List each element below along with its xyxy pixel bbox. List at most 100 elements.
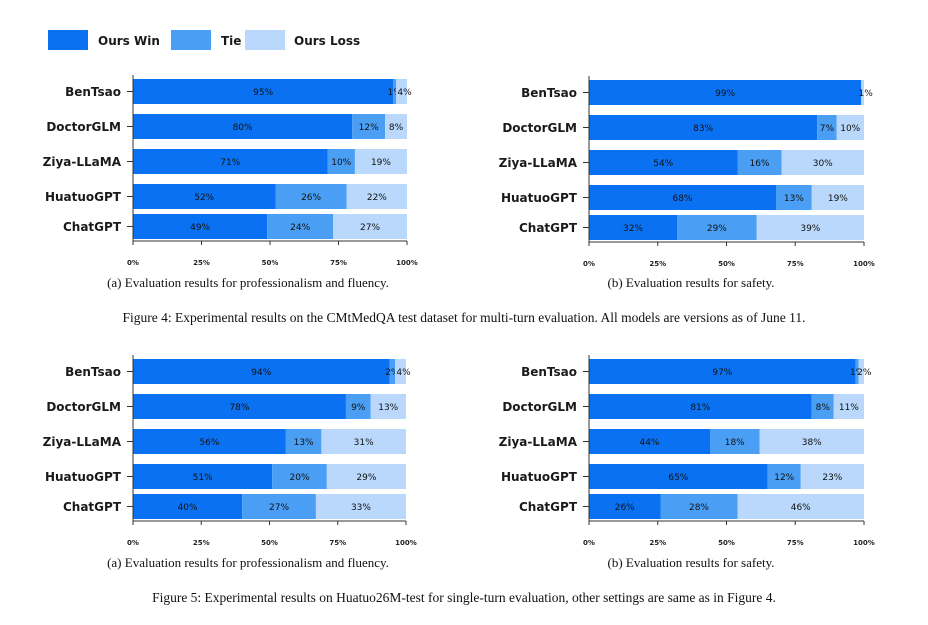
data-label-tie-huatuogpt: 13% [784,194,804,204]
category-label-bentsao: BenTsao [65,85,121,99]
bar-tie-huatuogpt [767,464,801,489]
figure-5-caption: Figure 5: Experimental results on Huatuo… [152,590,776,605]
bar-tie-ziya-llama [285,429,322,454]
data-label-win-doctorglm: 83% [693,124,713,134]
data-label-loss-chatgpt: 46% [791,503,811,513]
category-label-chatgpt: ChatGPT [519,500,578,514]
bar-loss-huatuogpt [346,184,407,209]
bar-tie-chatgpt [660,494,738,519]
x-tick-label: 50% [718,539,735,547]
data-label-tie-ziya-llama: 13% [294,438,314,448]
data-label-tie-doctorglm: 9% [351,403,366,413]
bar-win-huatuogpt [589,464,768,489]
bar-win-ziya-llama [133,429,286,454]
data-label-tie-ziya-llama: 18% [725,438,745,448]
bar-tie-doctorglm [345,394,371,419]
x-tick-label: 100% [396,259,418,267]
data-label-win-bentsao: 97% [712,368,732,378]
bar-win-bentsao [589,80,862,105]
x-tick-label: 25% [649,260,666,268]
data-label-win-doctorglm: 81% [690,403,710,413]
legend: Ours Win Tie Ours Loss [48,30,360,50]
data-label-win-bentsao: 99% [715,89,735,99]
data-label-win-huatuogpt: 65% [668,473,688,483]
chart-2: 99% 1% BenTsao 83% 7% 10% DoctorGLM 54% 16% 30% Zi… [499,76,875,268]
bar-win-huatuogpt [589,185,776,210]
category-label-ziya-llama: Ziya-LLaMA [499,156,578,170]
data-label-loss-bentsao: 4% [397,88,412,98]
bar-tie-huatuogpt [272,464,327,489]
data-label-loss-chatgpt: 39% [800,224,820,234]
bar-tie-chatgpt [677,215,757,240]
bar-loss-ziya-llama [781,150,864,175]
data-label-loss-chatgpt: 27% [360,223,380,233]
data-label-tie-doctorglm: 7% [820,124,835,134]
subcaption-fig5-b: (b) Evaluation results for safety. [607,555,774,570]
data-label-tie-chatgpt: 29% [707,224,727,234]
x-tick-label: 25% [649,539,666,547]
legend-label-loss: Ours Loss [294,34,360,48]
data-label-loss-doctorglm: 10% [840,124,860,134]
data-label-loss-huatuogpt: 23% [822,473,842,483]
bar-loss-ziya-llama [354,149,407,174]
data-label-win-bentsao: 94% [251,368,271,378]
bar-win-huatuogpt [133,464,273,489]
bar-tie-bentsao [855,359,859,384]
bar-loss-chatgpt [756,215,864,240]
bar-win-chatgpt [589,494,661,519]
x-tick-label: 75% [329,539,346,547]
bar-win-chatgpt [133,214,268,239]
data-label-win-ziya-llama: 71% [220,158,240,168]
bar-tie-ziya-llama [327,149,355,174]
category-label-huatuogpt: HuatuoGPT [45,470,122,484]
data-label-loss-ziya-llama: 38% [802,438,822,448]
data-label-loss-bentsao: 1% [858,89,873,99]
x-tick-label: 75% [330,259,347,267]
data-label-tie-chatgpt: 27% [269,503,289,513]
subcaption-fig4-a: (a) Evaluation results for professionali… [107,275,389,290]
bar-loss-huatuogpt [800,464,864,489]
bar-loss-doctorglm [385,114,407,139]
data-label-loss-ziya-llama: 30% [813,159,833,169]
data-label-win-chatgpt: 26% [615,503,635,513]
bar-tie-ziya-llama [737,150,782,175]
data-label-win-huatuogpt: 52% [194,193,214,203]
data-label-loss-huatuogpt: 22% [367,193,387,203]
bar-loss-chatgpt [333,214,407,239]
data-label-tie-bentsao: 1% [388,88,403,98]
x-tick-label: 50% [718,260,735,268]
data-label-loss-huatuogpt: 19% [828,194,848,204]
figure-4-caption: Figure 4: Experimental results on the CM… [123,310,806,325]
data-label-tie-huatuogpt: 26% [301,193,321,203]
data-label-win-ziya-llama: 54% [653,159,673,169]
bar-tie-huatuogpt [275,184,347,209]
data-label-win-chatgpt: 49% [190,223,210,233]
legend-swatch-tie [171,30,211,50]
bar-tie-doctorglm [817,115,837,140]
bar-tie-doctorglm [811,394,834,419]
chart-4: 97% 1%2% BenTsao 81% 8% 11% DoctorGLM 44% 18% 38%… [499,355,875,547]
bar-loss-ziya-llama [321,429,406,454]
category-label-ziya-llama: Ziya-LLaMA [43,155,122,169]
bar-win-chatgpt [589,215,677,240]
legend-swatch-loss [245,30,285,50]
category-label-huatuogpt: HuatuoGPT [501,191,578,205]
bar-tie-chatgpt [242,494,316,519]
chart-3: 94% 2%4% BenTsao 78% 9% 13% DoctorGLM 56% 13% 31%… [43,355,417,547]
category-label-ziya-llama: Ziya-LLaMA [43,435,122,449]
x-tick-label: 100% [853,260,875,268]
bar-win-doctorglm [589,115,818,140]
bar-tie-ziya-llama [710,429,760,454]
subcaption-fig5-a: (a) Evaluation results for professionali… [107,555,389,570]
x-tick-label: 25% [193,259,210,267]
bar-loss-chatgpt [737,494,864,519]
data-label-tie-bentsao: 2% [385,368,400,378]
bar-tie-chatgpt [267,214,334,239]
x-tick-label: 50% [261,539,278,547]
bar-tie-bentsao [393,79,397,104]
category-label-doctorglm: DoctorGLM [46,120,121,134]
data-label-tie-ziya-llama: 10% [331,158,351,168]
